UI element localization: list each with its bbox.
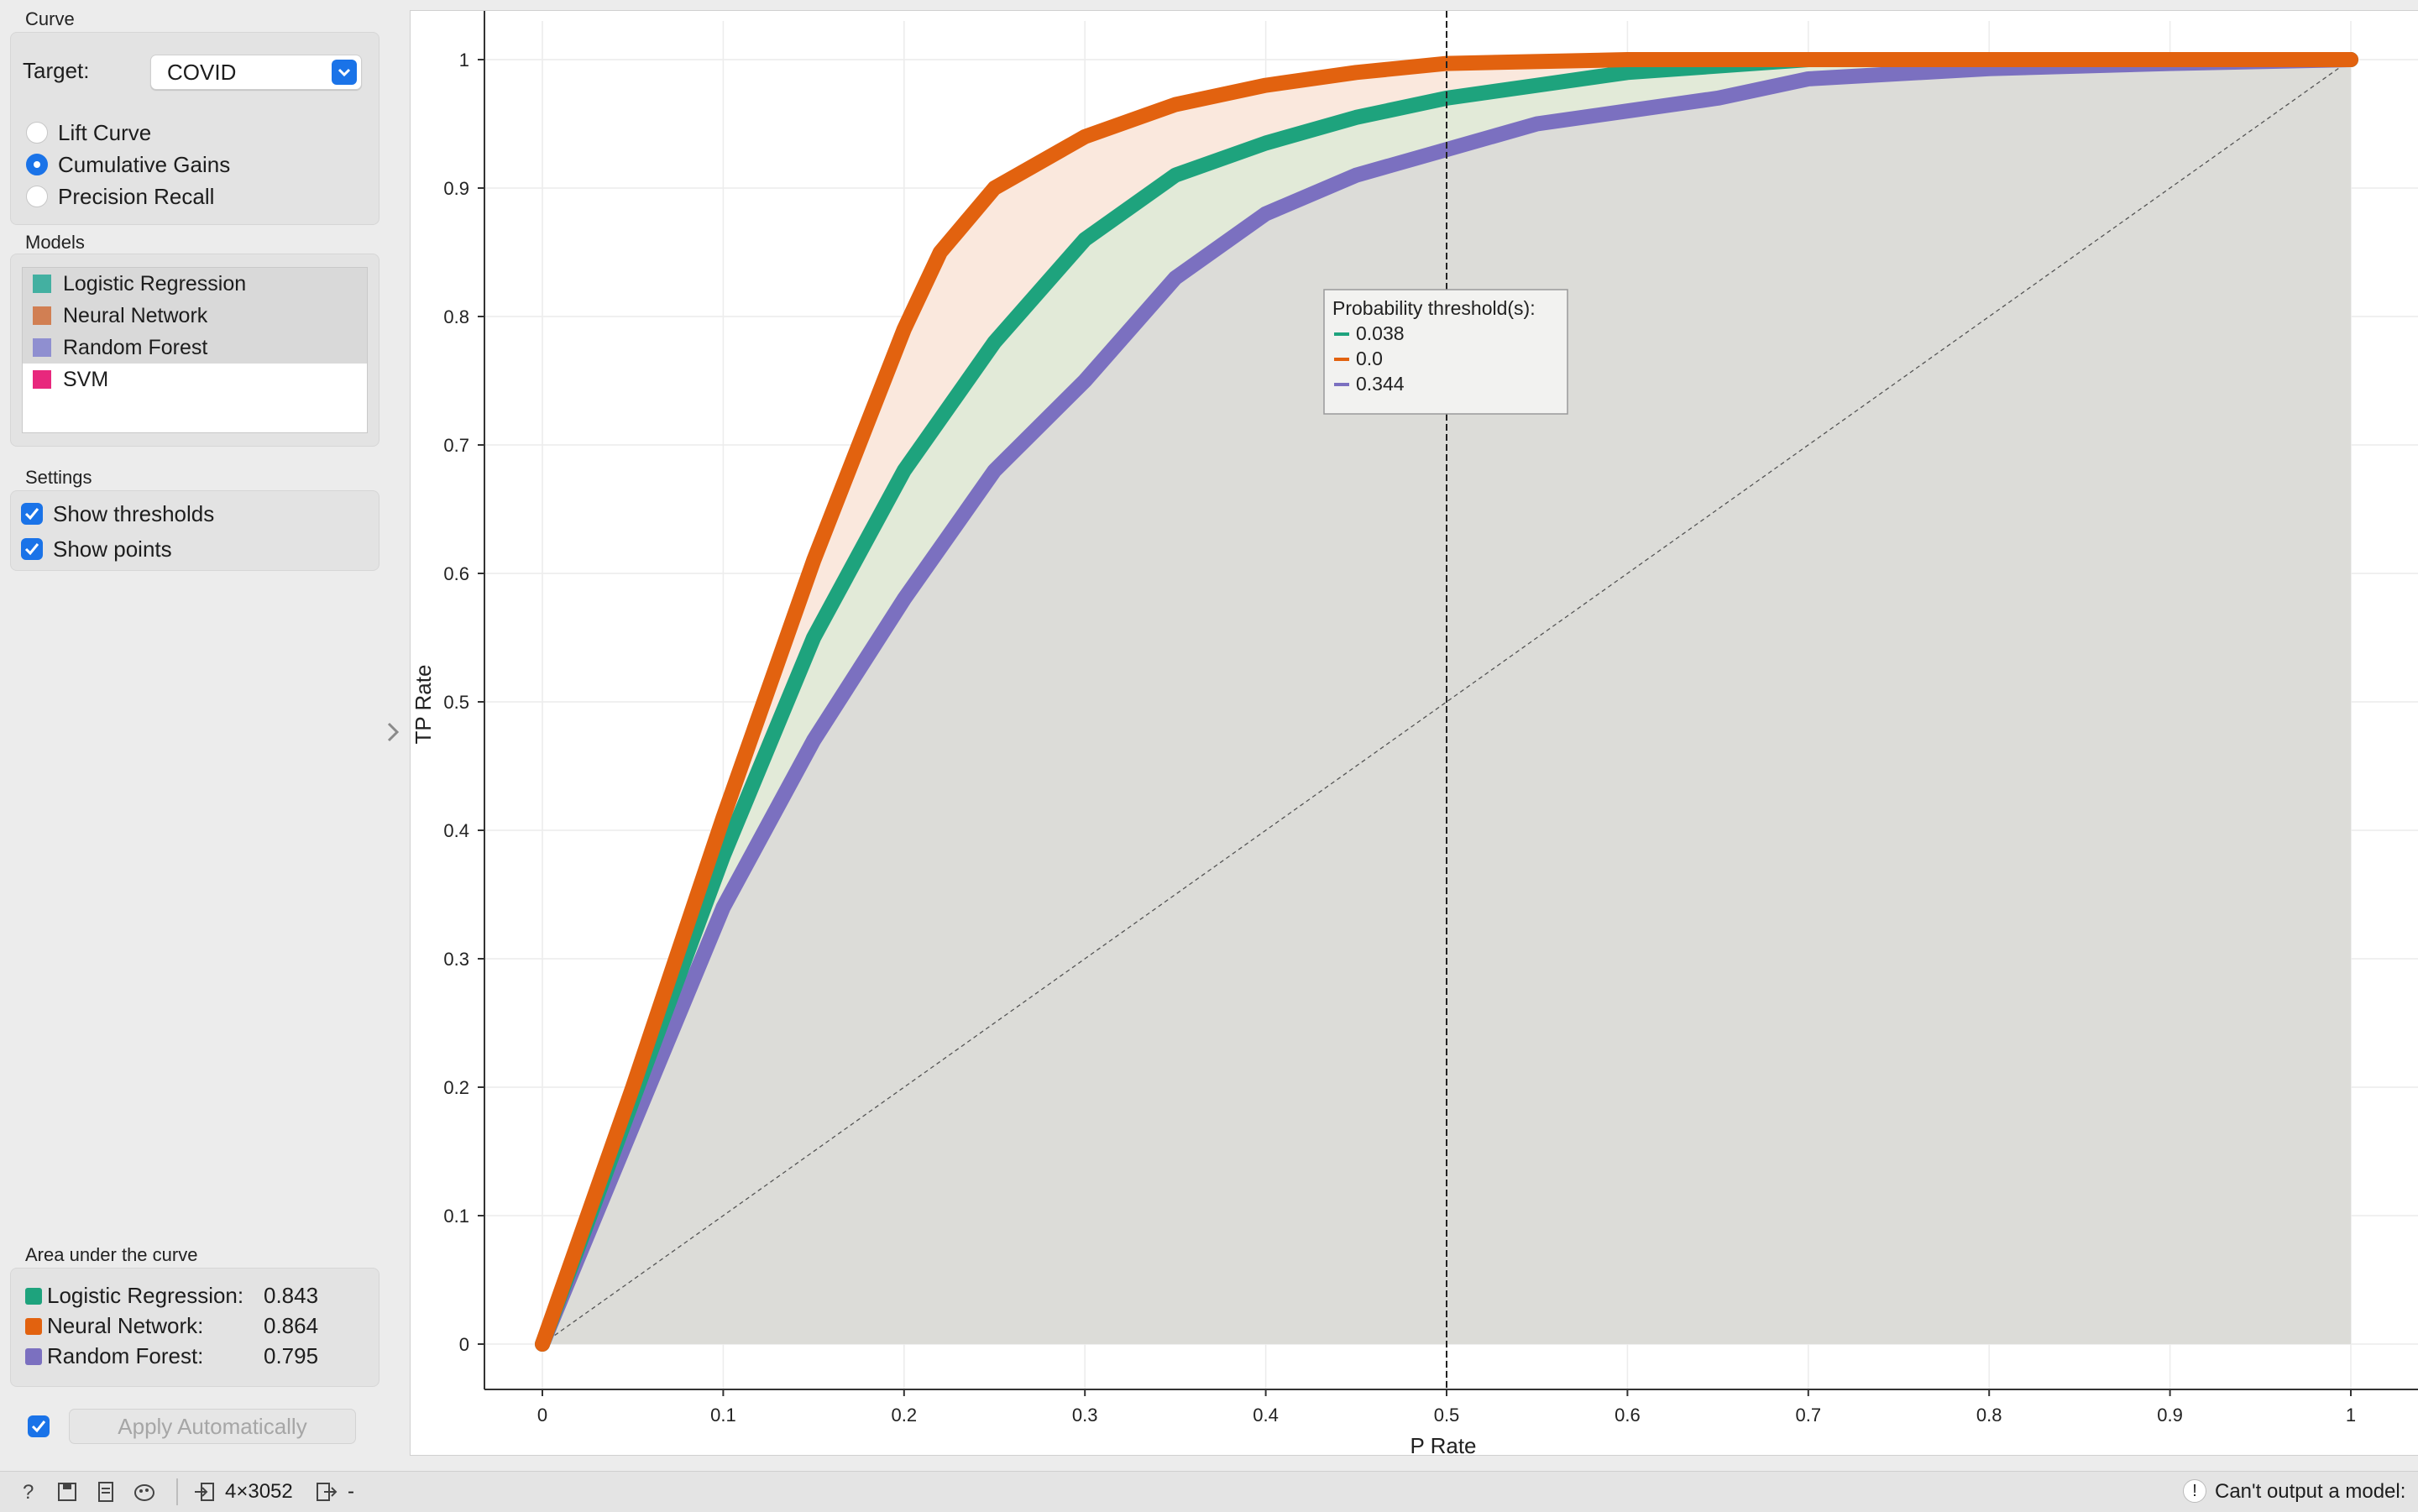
radio-precision-recall[interactable] — [26, 186, 48, 207]
model-color-swatch — [33, 338, 51, 357]
auc-model-name: Logistic Regression: — [47, 1283, 244, 1308]
help-icon[interactable]: ? — [17, 1480, 40, 1504]
lift-curve-label: Lift Curve — [58, 120, 152, 145]
apply-button[interactable]: Apply Automatically — [69, 1409, 356, 1444]
model-name: SVM — [63, 368, 109, 391]
settings-section-title: Settings — [25, 467, 92, 488]
settings-box: Show thresholds Show points — [10, 490, 379, 571]
x-axis-label: P Rate — [1410, 1433, 1476, 1455]
show-points-checkbox[interactable] — [21, 538, 43, 560]
y-tick-label: 0.1 — [443, 1206, 469, 1227]
control-sidebar: Curve Target: COVID Lift Curve Cumulativ… — [0, 0, 395, 1478]
auc-section-title: Area under the curve — [25, 1244, 198, 1265]
input-data-icon — [193, 1480, 217, 1504]
y-tick-label: 0.8 — [443, 306, 469, 327]
y-tick-label: 0.7 — [443, 435, 469, 456]
x-tick-label: 0.2 — [892, 1405, 918, 1426]
auc-model-name: Random Forest: — [47, 1343, 204, 1368]
model-color-swatch — [33, 370, 51, 389]
series-lines — [535, 52, 2358, 1352]
collapse-sidebar-icon[interactable] — [385, 717, 401, 747]
tooltip-threshold-value: 0.038 — [1356, 322, 1405, 344]
show-thresholds-label: Show thresholds — [53, 501, 215, 526]
auc-value: 0.864 — [264, 1313, 319, 1338]
x-tick-label: 0 — [537, 1405, 547, 1426]
x-tick-label: 0.8 — [1976, 1405, 2002, 1426]
model-item-logistic-regression[interactable]: Logistic Regression — [23, 268, 367, 300]
x-tick-label: 1 — [2346, 1405, 2356, 1426]
tooltip-title: Probability threshold(s): — [1332, 297, 1536, 319]
x-tick-label: 0.4 — [1253, 1405, 1279, 1426]
tooltip-threshold-value: 0.0 — [1356, 348, 1383, 369]
save-icon[interactable] — [55, 1480, 79, 1504]
y-tick-label: 0.3 — [443, 949, 469, 970]
status-bar: ? 4×3052 - ! Can't output a model: — [0, 1471, 2418, 1512]
y-tick-label: 0.9 — [443, 178, 469, 199]
radio-lift-curve[interactable] — [26, 122, 48, 144]
models-section-title: Models — [25, 232, 85, 253]
chevron-down-icon — [332, 60, 357, 85]
series-line — [535, 52, 2358, 1352]
auc-color-swatch — [25, 1288, 42, 1305]
auc-color-swatch — [25, 1348, 42, 1365]
y-tick-label: 0.6 — [443, 563, 469, 584]
model-name: Random Forest — [63, 336, 208, 359]
y-tick-label: 0.4 — [443, 820, 469, 841]
model-item-svm[interactable]: SVM — [23, 364, 367, 395]
output-data-icon — [314, 1480, 338, 1504]
auc-box — [10, 1268, 379, 1387]
auc-model-name: Neural Network: — [47, 1313, 204, 1338]
curve-section-title: Curve — [25, 8, 75, 29]
model-item-neural-network[interactable]: Neural Network — [23, 300, 367, 332]
y-tick-label: 0 — [459, 1334, 469, 1355]
warning-message: Can't output a model: — [2215, 1480, 2406, 1503]
show-thresholds-checkbox[interactable] — [21, 503, 43, 525]
axes: 0 0.1 0.2 0.3 0.4 0.5 0.6 0.7 0.8 0.9 1 0 0.1 0.2 0.3 0… — [443, 11, 2418, 1426]
model-color-swatch — [33, 306, 51, 325]
auc-color-swatch — [25, 1318, 42, 1335]
report-icon[interactable] — [94, 1480, 118, 1504]
model-name: Neural Network — [63, 304, 208, 327]
auc-value: 0.843 — [264, 1283, 319, 1308]
x-tick-label: 0.6 — [1615, 1405, 1641, 1426]
x-tick-label: 0.9 — [2157, 1405, 2183, 1426]
warning-icon: ! — [2183, 1479, 2206, 1503]
x-tick-label: 0.3 — [1072, 1405, 1098, 1426]
x-tick-label: 0.1 — [710, 1405, 736, 1426]
y-axis-label: TP Rate — [411, 665, 436, 745]
tooltip-threshold-value: 0.344 — [1356, 373, 1405, 395]
threshold-tooltip: Probability threshold(s): 0.038 0.0 0.344 — [1323, 289, 1568, 415]
status-divider — [176, 1478, 178, 1505]
y-tick-label: 1 — [459, 50, 469, 71]
data-shape-text: 4×3052 — [225, 1480, 293, 1503]
series-line — [535, 52, 2358, 1352]
cumulative-gains-chart[interactable]: 0 0.1 0.2 0.3 0.4 0.5 0.6 0.7 0.8 0.9 1 0 0.1 0.2 0.3 0… — [411, 11, 2418, 1458]
output-text: - — [348, 1480, 354, 1503]
y-tick-label: 0.2 — [443, 1077, 469, 1098]
y-tick-label: 0.5 — [443, 692, 469, 713]
cumulative-gains-label: Cumulative Gains — [58, 152, 231, 177]
model-color-swatch — [33, 275, 51, 293]
svg-text:?: ? — [23, 1481, 34, 1504]
plot-area[interactable]: 0 0.1 0.2 0.3 0.4 0.5 0.6 0.7 0.8 0.9 1 0 0.1 0.2 0.3 0… — [410, 10, 2418, 1458]
precision-recall-label: Precision Recall — [58, 184, 215, 209]
auc-value: 0.795 — [264, 1343, 319, 1368]
target-select[interactable]: COVID — [150, 55, 362, 90]
target-label: Target: — [23, 58, 90, 83]
x-tick-label: 0.5 — [1434, 1405, 1460, 1426]
palette-icon[interactable] — [133, 1480, 156, 1504]
models-list[interactable]: Logistic Regression Neural Network Rando… — [22, 267, 368, 433]
x-tick-label: 0.7 — [1796, 1405, 1822, 1426]
model-item-random-forest[interactable]: Random Forest — [23, 332, 367, 364]
target-select-value: COVID — [167, 60, 237, 85]
show-points-label: Show points — [53, 536, 172, 562]
curve-box: Target: COVID Lift Curve Cumulative Gain… — [10, 32, 379, 225]
apply-automatically-checkbox[interactable] — [28, 1415, 50, 1437]
radio-cumulative-gains[interactable] — [26, 154, 48, 175]
model-name: Logistic Regression — [63, 272, 247, 296]
